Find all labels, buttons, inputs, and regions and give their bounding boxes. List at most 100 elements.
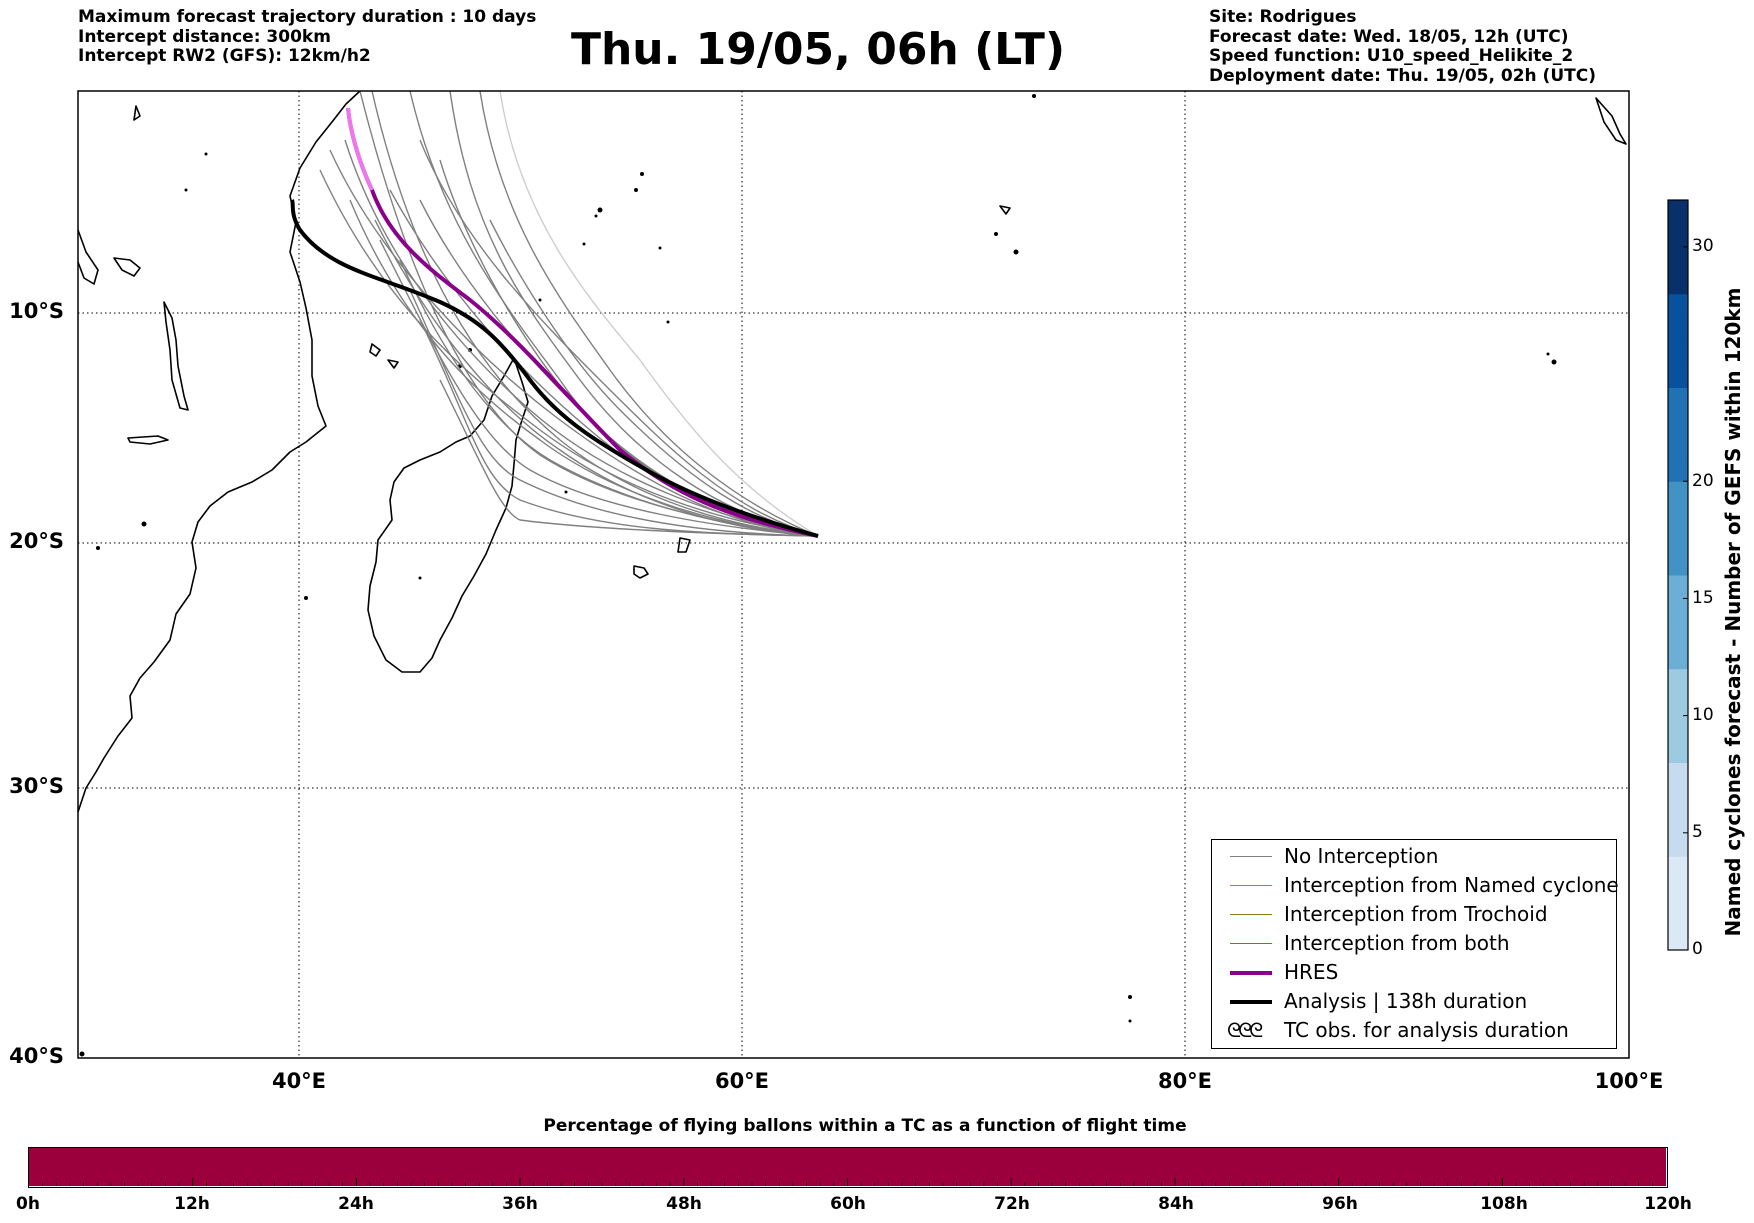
legend-item: Interception from both (1220, 930, 1615, 956)
header-line: Maximum forecast trajectory duration : 1… (78, 7, 537, 27)
legend-item: ᘓᘓᘓ TC obs. for analysis duration (1220, 1017, 1615, 1043)
island-outline (127, 435, 169, 445)
header-line: Site: Rodrigues (1209, 7, 1357, 27)
colorbar-tick-label: 30 (1692, 236, 1714, 256)
lon-label: 80°E (1157, 1069, 1213, 1093)
legend-label: Interception from Trochoid (1284, 902, 1548, 926)
colorbar-band (1668, 293, 1688, 318)
island-dot (538, 298, 542, 302)
colorbar (1667, 199, 1689, 951)
island-outline (633, 565, 649, 579)
island-dot (141, 521, 147, 527)
flight-time-label: 108h (1480, 1194, 1528, 1214)
legend-item: No Interception (1220, 843, 1615, 869)
header-right: Site: Rodrigues Forecast date: Wed. 18/0… (1209, 7, 1596, 86)
header-left: Maximum forecast trajectory duration : 1… (78, 7, 537, 67)
island-dot (204, 152, 208, 156)
legend: No Interception Interception from Named … (1211, 839, 1619, 1049)
colorbar-band (1668, 223, 1688, 248)
legend-swatch (1230, 943, 1272, 944)
island-dot (594, 214, 598, 218)
colorbar-tick-label: 0 (1692, 939, 1703, 959)
colorbar-band (1668, 410, 1688, 435)
legend-swatch (1230, 1000, 1272, 1004)
colorbar-band (1668, 551, 1688, 576)
tc-symbol-icon: ᘓᘓᘓ (1227, 1018, 1263, 1042)
island-dot (994, 232, 998, 236)
colorbar-band (1668, 715, 1688, 740)
colorbar-tick-label: 15 (1692, 588, 1714, 608)
island-dot (666, 320, 670, 324)
colorbar-band (1668, 668, 1688, 693)
flight-time-label: 36h (502, 1194, 538, 1214)
ensemble-track (479, 90, 819, 537)
island-dot (1551, 359, 1557, 365)
legend-swatch (1230, 885, 1272, 886)
island-dot (184, 188, 188, 192)
page-title: Thu. 19/05, 06h (LT) (570, 24, 1066, 75)
flight-time-label: 12h (174, 1194, 210, 1214)
colorbar-tick-label: 10 (1692, 705, 1714, 725)
flight-time-label: 120h (1644, 1194, 1692, 1214)
colorbar-band (1668, 926, 1688, 951)
colorbar-band (1668, 364, 1688, 388)
legend-label: No Interception (1284, 844, 1439, 868)
colorbar-band (1668, 246, 1688, 271)
island-dot (79, 1051, 85, 1057)
island-dot (597, 207, 603, 213)
colorbar-band (1668, 645, 1688, 670)
colorbar-tick-label: 20 (1692, 471, 1714, 491)
island-outline (369, 343, 381, 357)
island-outline (999, 205, 1011, 215)
legend-label: Analysis | 138h duration (1284, 989, 1528, 1013)
island-dot (640, 172, 644, 176)
colorbar-band (1668, 598, 1688, 623)
colorbar-band (1668, 481, 1688, 506)
ensemble-track (449, 90, 819, 537)
legend-swatch (1230, 914, 1272, 915)
legend-item: Interception from Named cyclone (1220, 872, 1619, 898)
flight-time-label: 96h (1322, 1194, 1358, 1214)
ensemble-track (499, 90, 819, 537)
colorbar-band (1668, 457, 1688, 482)
flight-time-label: 48h (666, 1194, 702, 1214)
header-line: Speed function: U10_speed_Helikite_2 (1209, 46, 1574, 66)
colorbar-band (1668, 575, 1688, 599)
colorbar-band (1668, 879, 1688, 904)
colorbar-band (1668, 434, 1688, 459)
ensemble-track (371, 90, 819, 537)
legend-item: HRES (1220, 959, 1615, 985)
lon-label: 40°E (271, 1069, 327, 1093)
hres-track-early (346, 107, 374, 191)
colorbar-band (1668, 692, 1688, 717)
colorbar-label: Named cyclones forecast - Number of GEFS… (1721, 287, 1745, 937)
ensemble-track (489, 219, 819, 537)
colorbar-band (1668, 340, 1688, 365)
flight-bar-ticks (29, 1148, 1666, 1186)
island-dot (96, 546, 100, 550)
island-dot (1128, 1019, 1132, 1023)
legend-label: HRES (1284, 960, 1339, 984)
island-outline (387, 359, 399, 369)
legend-label: Interception from both (1284, 931, 1510, 955)
colorbar-tick-label: 5 (1692, 822, 1703, 842)
ensemble-track (419, 139, 819, 537)
lon-label: 60°E (714, 1069, 770, 1093)
ensemble-track (349, 199, 819, 537)
island-dot (634, 188, 638, 192)
colorbar-band (1668, 528, 1688, 553)
header-line: Intercept RW2 (GFS): 12km/h2 (78, 46, 371, 66)
legend-label: TC obs. for analysis duration (1284, 1018, 1569, 1042)
colorbar-band (1668, 504, 1688, 529)
flight-time-label: 84h (1158, 1194, 1194, 1214)
legend-item: Analysis | 138h duration (1220, 988, 1615, 1014)
legend-swatch (1230, 971, 1272, 975)
legend-item: Interception from Trochoid (1220, 901, 1615, 927)
small-islands (79, 94, 1557, 1057)
flight-bar-title: Percentage of flying ballons within a TC… (543, 1116, 1187, 1136)
flight-time-label: 24h (338, 1194, 374, 1214)
lat-label: 20°S (9, 529, 64, 553)
colorbar-band (1668, 739, 1688, 763)
madagascar-coastline (367, 357, 529, 673)
lon-label: 100°E (1594, 1069, 1664, 1093)
